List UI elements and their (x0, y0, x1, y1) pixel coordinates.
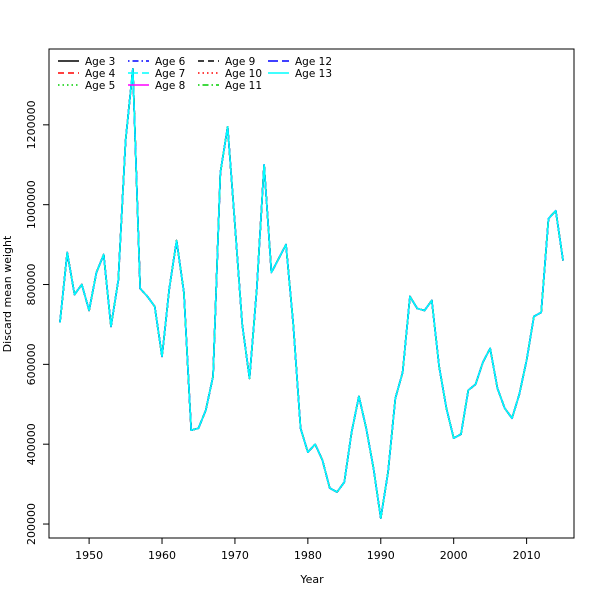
series-line-age-13 (59, 68, 564, 519)
legend-label: Age 13 (295, 68, 332, 80)
legend-label: Age 8 (155, 80, 185, 92)
plot-frame (48, 48, 575, 539)
x-tick-label: 1990 (367, 549, 395, 562)
legend-label: Age 5 (85, 80, 115, 92)
legend-label: Age 4 (85, 68, 116, 80)
legend-label: Age 9 (225, 56, 255, 68)
legend-label: Age 11 (225, 80, 262, 92)
x-tick-label: 1970 (221, 549, 249, 562)
x-axis-title: Year (299, 573, 324, 586)
legend-label: Age 10 (225, 68, 262, 80)
y-tick-label: 1200000 (25, 100, 38, 149)
y-tick-label: 600000 (25, 343, 38, 385)
x-tick-label: 2000 (440, 549, 468, 562)
x-tick-label: 1980 (294, 549, 322, 562)
legend-label: Age 3 (85, 56, 115, 68)
x-tick-label: 2010 (513, 549, 541, 562)
y-tick-label: 200000 (25, 503, 38, 545)
legend-label: Age 6 (155, 56, 186, 68)
y-tick-label: 1000000 (25, 180, 38, 229)
legend-label: Age 7 (155, 68, 185, 80)
y-tick-label: 400000 (25, 423, 38, 465)
y-axis: 200000 400000 600000 800000 1000000 1200000 (25, 100, 49, 545)
x-tick-label: 1960 (148, 549, 176, 562)
legend-label: Age 12 (295, 56, 332, 68)
series-layer (59, 68, 564, 519)
y-axis-title: Discard mean weight (1, 235, 14, 352)
x-axis: 1950 1960 1970 1980 1990 2000 2010 (75, 538, 541, 562)
y-tick-label: 800000 (25, 264, 38, 306)
x-tick-label: 1950 (75, 549, 103, 562)
